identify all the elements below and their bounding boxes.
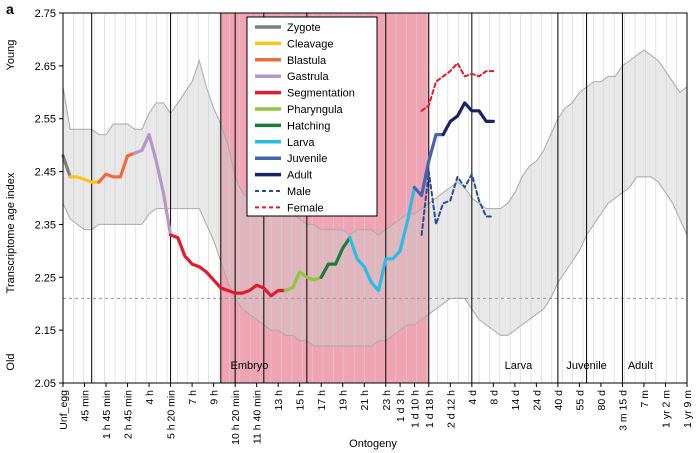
- x-tick-label: 7 m: [639, 390, 651, 408]
- legend-label-juvenile: Juvenile: [287, 153, 327, 165]
- y-tick-label: 2.55: [35, 114, 56, 126]
- panel-label: a: [6, 1, 14, 17]
- series-line-adult: [441, 101, 495, 137]
- x-tick-label: 11 h 40 min: [252, 390, 264, 444]
- band-upper-edge: [62, 49, 688, 236]
- legend-label-adult: Adult: [287, 170, 312, 182]
- y-axis-title: Transcriptome age index: [5, 172, 17, 293]
- series-line-blastula: [97, 151, 137, 184]
- x-tick-label: 1 h 45 min: [101, 390, 113, 439]
- legend-label-blastula: Blastula: [287, 55, 327, 67]
- confidence-band: [63, 50, 687, 346]
- series-line-gastrula: [133, 133, 173, 237]
- y-tick-label: 2.25: [35, 272, 56, 284]
- series-line-larva: [348, 185, 416, 293]
- x-tick-label: 19 h: [338, 390, 350, 411]
- x-tick-label: 1 yr 2 m: [661, 390, 673, 428]
- x-tick-label: 17 h: [316, 390, 328, 411]
- legend-box: [246, 16, 378, 217]
- x-tick-label: 4 h: [144, 390, 156, 405]
- x-tick-label: 14 d: [510, 390, 522, 411]
- y-tick-label: 2.75: [35, 8, 56, 20]
- x-tick-label: 55 d: [574, 390, 586, 411]
- x-tick-label: 1 d 3 h: [395, 390, 407, 422]
- y-axis-old-label: Old: [5, 353, 17, 370]
- x-tick-label: 2 d 12 h: [445, 390, 457, 428]
- plot-frame: [62, 12, 688, 384]
- x-tick-label: 40 d: [553, 390, 565, 411]
- series-line-zygote: [61, 154, 72, 179]
- x-tick-label: 10 h 20 min: [230, 390, 242, 445]
- y-tick-label: 2.05: [35, 378, 56, 390]
- legend-label-segmentation: Segmentation: [287, 88, 355, 100]
- y-axis-young-label: Young: [5, 40, 17, 71]
- legend-label-larva: Larva: [287, 137, 315, 149]
- y-tick-label: 2.15: [35, 325, 56, 337]
- x-tick-label: 8 d: [488, 390, 500, 405]
- series-line-cleavage: [68, 175, 101, 184]
- x-tick-label: 1 d 10 h: [409, 390, 421, 428]
- x-tick-label: 1 yr 9 m: [682, 390, 694, 428]
- x-tick-label: 1 d 18 h: [424, 390, 436, 428]
- series-line-hatching: [319, 236, 352, 279]
- x-tick-label: 7 h: [187, 390, 199, 405]
- x-tick-label: 45 min: [80, 390, 92, 422]
- legend-label-pharyngula: Pharyngula: [287, 104, 344, 116]
- x-tick-label: 9 h: [209, 390, 221, 405]
- series-line-juvenile: [412, 133, 445, 197]
- phase-label: Larva: [505, 360, 533, 372]
- phase-label: Adult: [628, 360, 653, 372]
- x-axis-title: Ontogeny: [349, 438, 397, 450]
- x-tick-label: Unf_egg: [58, 390, 70, 430]
- x-tick-label: 80 d: [596, 390, 608, 411]
- x-tick-label: 4 d: [467, 390, 479, 405]
- x-tick-label: 15 h: [295, 390, 307, 411]
- x-tick-label: 5 h 20 min: [166, 390, 178, 439]
- series-line-segmentation: [169, 233, 287, 298]
- x-tick-label: 13 h: [273, 390, 285, 411]
- legend-label-female: Female: [287, 202, 324, 214]
- legend-label-zygote: Zygote: [287, 22, 321, 34]
- phase-label: Embryo: [231, 360, 269, 372]
- legend-label-male: Male: [287, 186, 311, 198]
- phase-label: Juvenile: [566, 360, 606, 372]
- series-line-female: [420, 62, 495, 112]
- x-tick-label: 24 d: [531, 390, 543, 411]
- legend-label-cleavage: Cleavage: [287, 38, 333, 50]
- series-line-pharyngula: [283, 270, 323, 293]
- series-line-male: [420, 170, 495, 236]
- x-tick-label: 2 h 45 min: [123, 390, 135, 439]
- y-tick-label: 2.45: [35, 167, 56, 179]
- x-tick-label: 3 m 15 d: [617, 390, 629, 431]
- y-tick-label: 2.35: [35, 219, 56, 231]
- x-tick-label: 21 h: [359, 390, 371, 411]
- x-tick-label: 23 h: [381, 390, 393, 411]
- legend-label-hatching: Hatching: [287, 120, 330, 132]
- legend-label-gastrula: Gastrula: [287, 71, 329, 83]
- y-tick-label: 2.65: [35, 61, 56, 73]
